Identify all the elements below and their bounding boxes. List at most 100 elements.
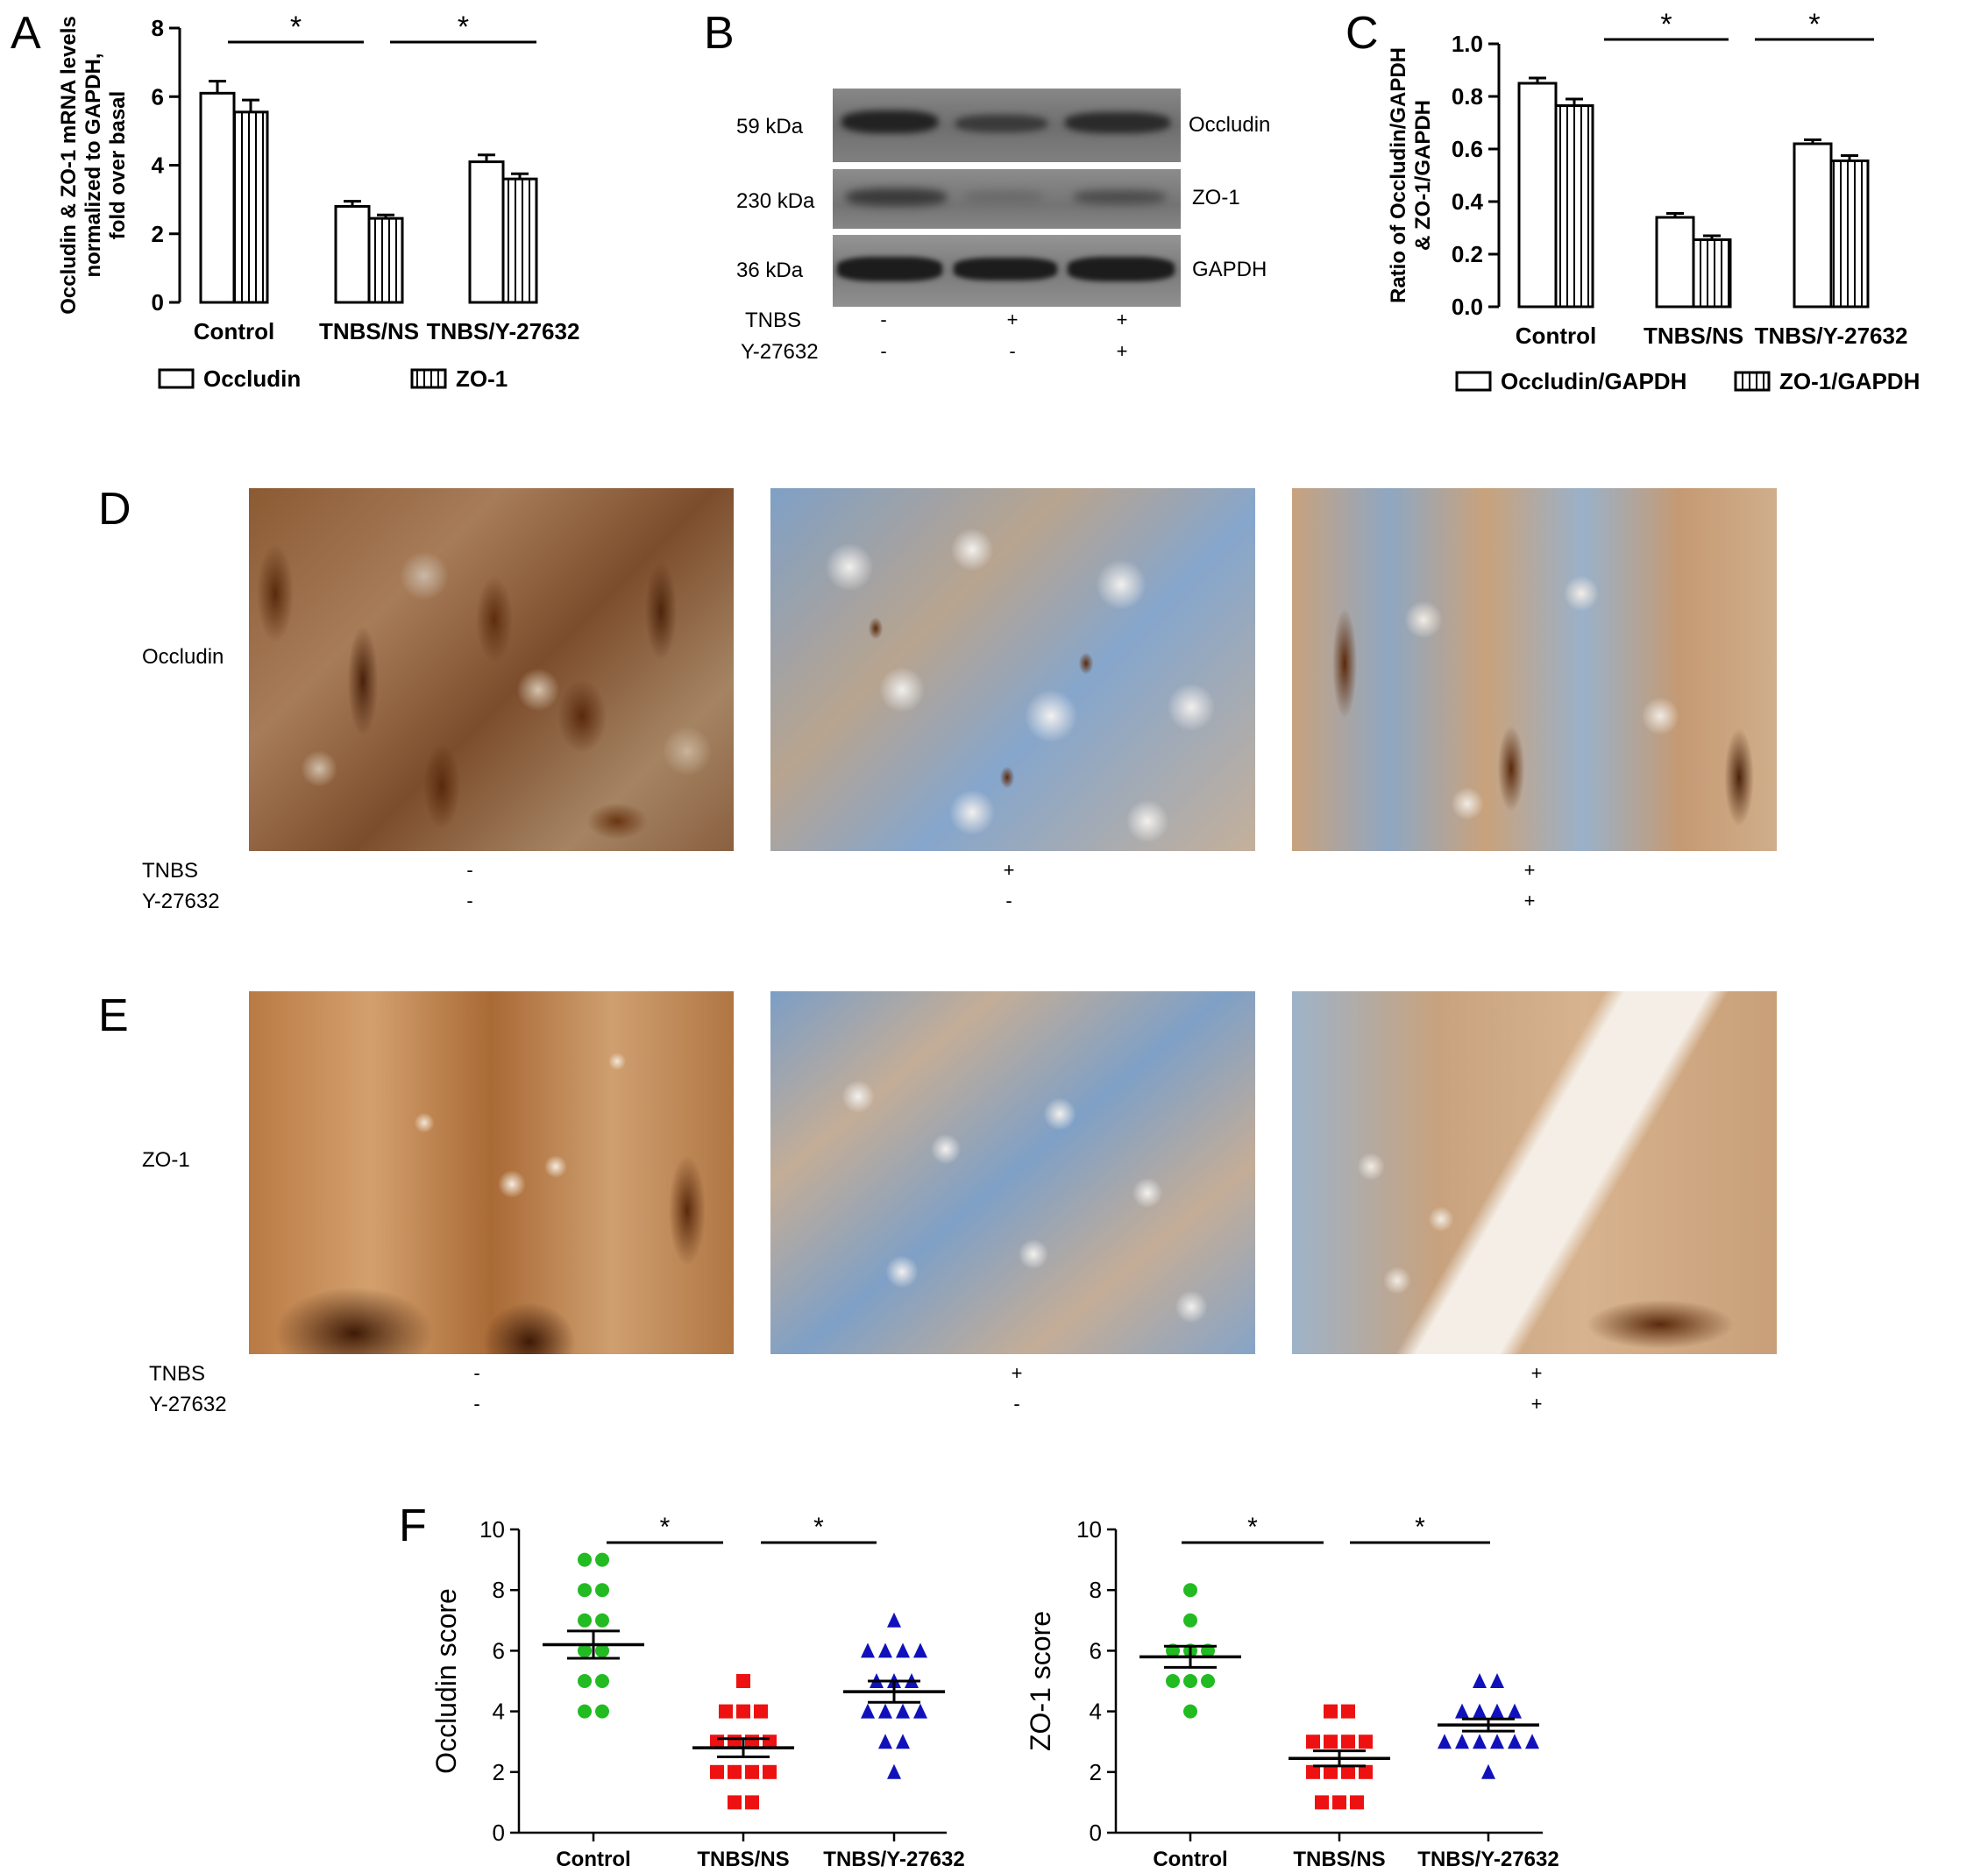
data-point	[578, 1674, 592, 1688]
bar	[1793, 142, 1833, 309]
data-point	[1183, 1674, 1197, 1688]
data-point	[728, 1764, 742, 1779]
ihc-tnbs-mark: +	[1523, 859, 1536, 881]
y-tick-label: 2	[1090, 1759, 1102, 1785]
legend-label: ZO-1/GAPDH	[1779, 368, 1920, 394]
data-point	[1306, 1735, 1320, 1749]
data-point	[861, 1642, 875, 1658]
ihc-y27632-mark: +	[1530, 1393, 1543, 1415]
blot-protein-label: ZO-1	[1192, 186, 1240, 209]
category-label: TNBS/Y-27632	[1755, 323, 1908, 349]
data-point	[595, 1583, 609, 1598]
data-point	[578, 1583, 592, 1598]
data-point	[878, 1734, 892, 1749]
y-tick-label: 0.4	[1452, 188, 1484, 215]
data-point	[1438, 1734, 1452, 1749]
data-point	[1183, 1704, 1197, 1719]
ihc-row-label-occludin: Occludin	[142, 645, 224, 669]
data-point	[745, 1764, 759, 1779]
data-point	[578, 1704, 592, 1719]
y-tick-label: 6	[493, 1637, 505, 1664]
data-point	[1455, 1703, 1469, 1719]
scatter-chart-zo1: 0 2 4 6 8 10 ZO-1 score Control TNBS/NS TNBS/Y-27…	[1025, 1513, 1559, 1871]
data-point	[736, 1704, 750, 1719]
category-label: TNBS/NS	[1644, 323, 1743, 349]
data-point	[878, 1703, 892, 1719]
data-point	[710, 1764, 724, 1779]
y-tick-label: 0.0	[1452, 294, 1483, 320]
data-point	[1490, 1673, 1504, 1688]
data-point	[1324, 1735, 1338, 1749]
ihc-y27632-mark: -	[466, 890, 473, 912]
ihc-image-e1	[249, 991, 734, 1354]
category-label: TNBS/NS	[1293, 1848, 1385, 1871]
y-axis-label: Occludin & ZO-1 mRNA levels	[57, 16, 81, 315]
ihc-image-d1	[249, 488, 734, 851]
y-tick-label: 4	[493, 1699, 505, 1725]
bar	[334, 204, 371, 304]
y-tick-label: 10	[479, 1516, 505, 1543]
data-point	[1324, 1764, 1338, 1779]
data-point	[1341, 1764, 1355, 1779]
data-point	[887, 1763, 901, 1779]
y-tick-label: 6	[1090, 1637, 1102, 1664]
panel-letter-e: E	[98, 990, 129, 1041]
bar	[468, 160, 505, 304]
data-point	[719, 1704, 733, 1719]
ihc-treatment-label: Y-27632	[142, 890, 220, 913]
blot-band-occludin	[833, 89, 1181, 162]
blot-tnbs-mark: -	[880, 309, 887, 330]
bar	[199, 91, 236, 304]
ihc-image-d2	[770, 488, 1255, 851]
y-tick-label: 2	[152, 221, 164, 247]
legend-label: ZO-1	[456, 365, 508, 392]
ihc-y27632-mark: +	[1523, 890, 1536, 912]
y-axis-label: normalized to GAPDH,	[82, 53, 105, 277]
ihc-y27632-mark: -	[473, 1393, 480, 1415]
legend-label: Occludin/GAPDH	[1501, 368, 1686, 394]
category-label: Control	[1153, 1848, 1227, 1871]
category-label: Control	[194, 318, 274, 344]
blot-tnbs-mark: +	[1006, 309, 1019, 330]
y-axis-label: ZO-1 score	[1025, 1611, 1056, 1751]
data-point	[1490, 1703, 1504, 1719]
ihc-tnbs-mark: -	[466, 859, 473, 881]
y-tick-label: 0	[1090, 1820, 1102, 1846]
blot-size-label: 59 kDa	[736, 115, 804, 138]
data-point	[1332, 1795, 1346, 1810]
data-point	[745, 1795, 759, 1810]
blot-y27632-mark: +	[1116, 340, 1128, 362]
bar	[1554, 104, 1594, 309]
data-point	[595, 1674, 609, 1688]
panel-letter-f: F	[399, 1501, 427, 1551]
y-axis-label-group: Occludin & ZO-1 mRNA levels normalized to…	[57, 16, 130, 315]
blot-tnbs-mark: +	[1116, 309, 1128, 330]
significance-star: *	[1808, 8, 1820, 41]
data-point	[578, 1643, 592, 1658]
significance-star: *	[458, 11, 469, 44]
y-tick-label: 8	[493, 1577, 505, 1603]
category-label: TNBS/NS	[697, 1848, 789, 1871]
data-point	[1359, 1735, 1373, 1749]
legend-swatch	[410, 368, 447, 389]
y-tick-label: 0.6	[1452, 136, 1483, 162]
data-point	[595, 1552, 609, 1567]
bar-chart-c: 0.0 0.2 0.4 0.6 0.8 1.0 Ratio of Occludin/GAPD…	[1387, 8, 1920, 394]
bar	[367, 216, 404, 304]
blot-treatment-label: Y-27632	[741, 340, 819, 364]
data-point	[1481, 1763, 1495, 1779]
legend-swatch	[1734, 371, 1771, 392]
data-point	[913, 1703, 927, 1719]
y-tick-label: 1.0	[1452, 31, 1483, 57]
data-point	[1508, 1734, 1522, 1749]
ihc-tnbs-mark: +	[1003, 859, 1015, 881]
significance-star: *	[290, 11, 302, 44]
legend-swatch	[1455, 371, 1492, 392]
y-tick-label: 10	[1076, 1516, 1102, 1543]
data-point	[578, 1552, 592, 1567]
significance-star: *	[1415, 1513, 1425, 1542]
blot-size-label: 36 kDa	[736, 259, 804, 282]
significance-star: *	[813, 1513, 824, 1542]
y-tick-label: 0	[493, 1820, 505, 1846]
bar	[232, 110, 269, 304]
